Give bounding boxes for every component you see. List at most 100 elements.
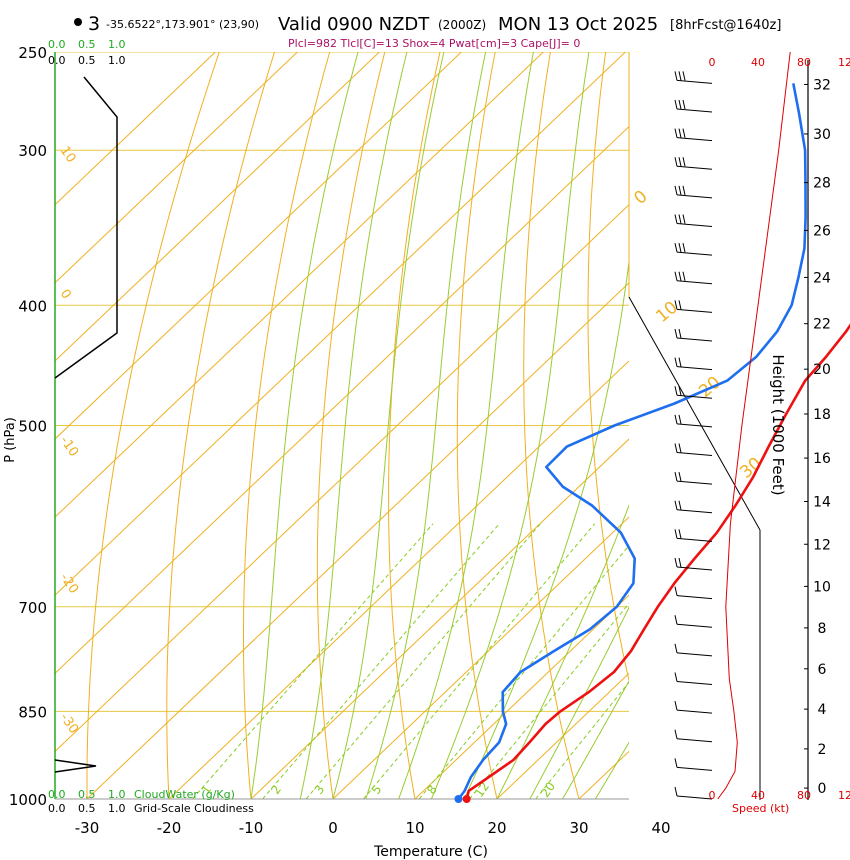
temperature-line: [465, 323, 850, 800]
isotherm: [168, 360, 629, 799]
wind-barb-flag: [678, 128, 682, 138]
cloudwater-tick-top: 0.0: [48, 38, 66, 51]
wind-barb: [676, 251, 713, 256]
wind-barb: [676, 480, 713, 485]
header-utc: (2000Z): [438, 18, 486, 32]
wind-barb-flag: [678, 472, 682, 482]
wind-barb-flag: [678, 157, 682, 167]
height-tick-label: 22: [813, 317, 831, 333]
speed-tick-top: 80: [797, 56, 811, 69]
mixing-ratio-line: [418, 544, 629, 799]
isotherm: [55, 52, 463, 440]
wind-barb-flag: [674, 414, 678, 424]
x-tick-label: 40: [651, 819, 670, 837]
wind-barb-flag: [678, 500, 682, 510]
wind-barb-flag: [674, 586, 678, 596]
speed-tick-top: 12: [838, 56, 850, 69]
wind-barb-flag: [678, 99, 682, 110]
moist-adiabat: [398, 52, 534, 799]
moist-adiabat: [529, 606, 629, 799]
wind-barb: [676, 623, 713, 628]
wind-barb-flag: [674, 786, 678, 797]
wind-barb: [676, 194, 713, 199]
wind-barb: [676, 137, 713, 142]
wind-barb: [676, 595, 713, 600]
left-isotherm-label: -30: [57, 711, 81, 737]
moist-adiabat: [430, 52, 590, 799]
wind-barb: [676, 394, 713, 399]
moist-adiabat: [594, 741, 629, 799]
wind-barb-flag: [682, 271, 686, 281]
wind-barb-flag: [678, 185, 682, 196]
height-tick-label: 12: [813, 537, 831, 553]
height-tick-label: 18: [813, 407, 831, 423]
header-valid: Valid 0900 NZDT: [278, 14, 430, 35]
wind-barb-flag: [682, 128, 686, 138]
height-tick-label: 14: [813, 494, 831, 510]
cloudwater-tick-bottom: 0.0: [48, 788, 66, 801]
wind-barb: [676, 652, 713, 657]
moist-adiabat: [463, 258, 629, 799]
wind-barb-flag: [674, 243, 678, 253]
wind-barb-flag: [678, 357, 682, 367]
moist-adiabat: [365, 52, 487, 799]
mixing-ratio-label: 20: [538, 779, 558, 800]
wind-barb-flag: [674, 701, 678, 711]
wind-barb-flag: [682, 157, 686, 167]
wind-barb-flag: [678, 300, 682, 310]
wind-barb-flag: [678, 214, 682, 224]
wind-barb: [676, 709, 713, 714]
skew-isotherm-label: 0: [630, 187, 651, 209]
wind-barb-flag: [678, 443, 682, 453]
moist-adiabat: [496, 504, 629, 799]
height-tick-label: 20: [813, 362, 831, 378]
wind-barb-flag: [674, 271, 678, 281]
mixing-ratio-line: [262, 523, 500, 799]
wind-barb-flag: [674, 557, 678, 568]
height-tick-label: 26: [813, 223, 831, 239]
wind-barb-flag: [674, 128, 678, 138]
y-tick-label: 250: [18, 44, 47, 62]
y-tick-label: 400: [18, 297, 47, 315]
y-tick-label: 1000: [9, 791, 47, 809]
temperature-surface-point: [462, 795, 471, 803]
height-tick-label: 0: [818, 781, 827, 797]
plot-area: [55, 52, 629, 799]
cloudwater-tick-top: 0.5: [78, 38, 96, 51]
speed-tick-top: 0: [709, 56, 716, 69]
cloudiness-tick-bottom: 0.5: [78, 802, 96, 815]
mixing-ratio-line: [535, 681, 629, 799]
header-marker-dot: [74, 18, 82, 26]
left-isotherm-label: 10: [57, 144, 79, 166]
wind-barb-flag: [682, 214, 686, 224]
wind-barb: [676, 337, 713, 342]
wind-barb-flag: [674, 529, 678, 539]
wind-barb-flag: [678, 271, 682, 281]
cloudwater-tick-bottom: 1.0: [108, 788, 126, 801]
mixing-ratio-label: 5: [369, 783, 385, 797]
y-tick-label: 700: [18, 599, 47, 617]
height-tick-label: 24: [813, 270, 831, 286]
wind-barb-flag: [674, 185, 678, 196]
cloudiness-tick-top: 1.0: [108, 54, 126, 67]
dry-adiabat: [523, 52, 580, 799]
header-marker: 3: [88, 13, 100, 35]
wind-barb-flag: [674, 500, 678, 510]
header-indices: Plcl=982 Tlcl[C]=13 Shox=4 Pwat[cm]=3 Ca…: [288, 37, 580, 50]
x-axis-label: Temperature (C): [373, 844, 488, 860]
wind-barb-flag: [674, 758, 678, 768]
wind-barb-flag: [682, 99, 686, 110]
dry-adiabat: [456, 52, 498, 799]
wind-barb-flag: [678, 71, 682, 81]
cloudiness-label: Grid-Scale Cloudiness: [134, 802, 254, 815]
dry-adiabat: [86, 52, 220, 799]
wind-barb-flag: [674, 71, 678, 81]
wind-barb-flag: [674, 386, 678, 396]
speed-tick-bottom: 12: [838, 789, 850, 802]
speed-tick-top: 40: [751, 56, 765, 69]
moist-adiabat: [299, 52, 408, 799]
isotherm: [55, 52, 299, 284]
mixing-ratio-line: [305, 523, 541, 799]
wind-barb-flag: [674, 472, 678, 482]
